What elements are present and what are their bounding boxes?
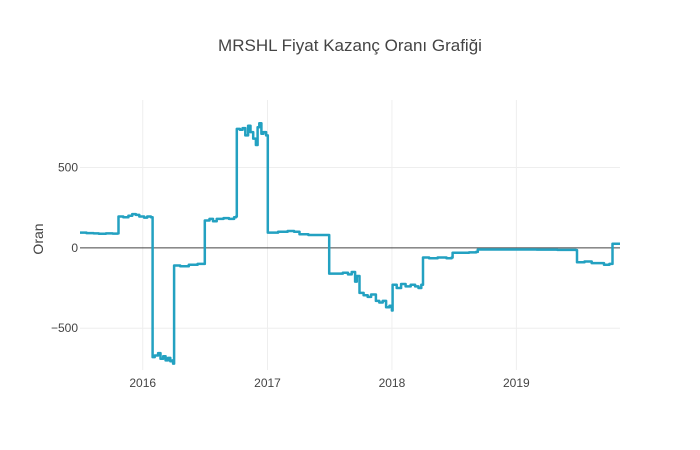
x-tick-label-2: 2018 xyxy=(379,376,406,390)
x-tick-label-3: 2019 xyxy=(503,376,530,390)
y-axis-title: Oran xyxy=(30,223,46,254)
x-tick-label-1: 2017 xyxy=(254,376,281,390)
y-tick-label-1: 0 xyxy=(71,241,78,255)
x-tick-layer: 2016 2017 2018 2019 xyxy=(129,376,530,390)
y-tick-label-0: 500 xyxy=(58,161,78,175)
series-layer xyxy=(80,122,620,365)
chart-title: MRSHL Fiyat Kazanç Oranı Grafiği xyxy=(218,36,482,55)
y-tick-label-2: −500 xyxy=(51,321,78,335)
x-tick-label-0: 2016 xyxy=(129,376,156,390)
y-tick-layer: 500 0 −500 xyxy=(51,161,78,336)
series-line-0 xyxy=(80,122,620,365)
